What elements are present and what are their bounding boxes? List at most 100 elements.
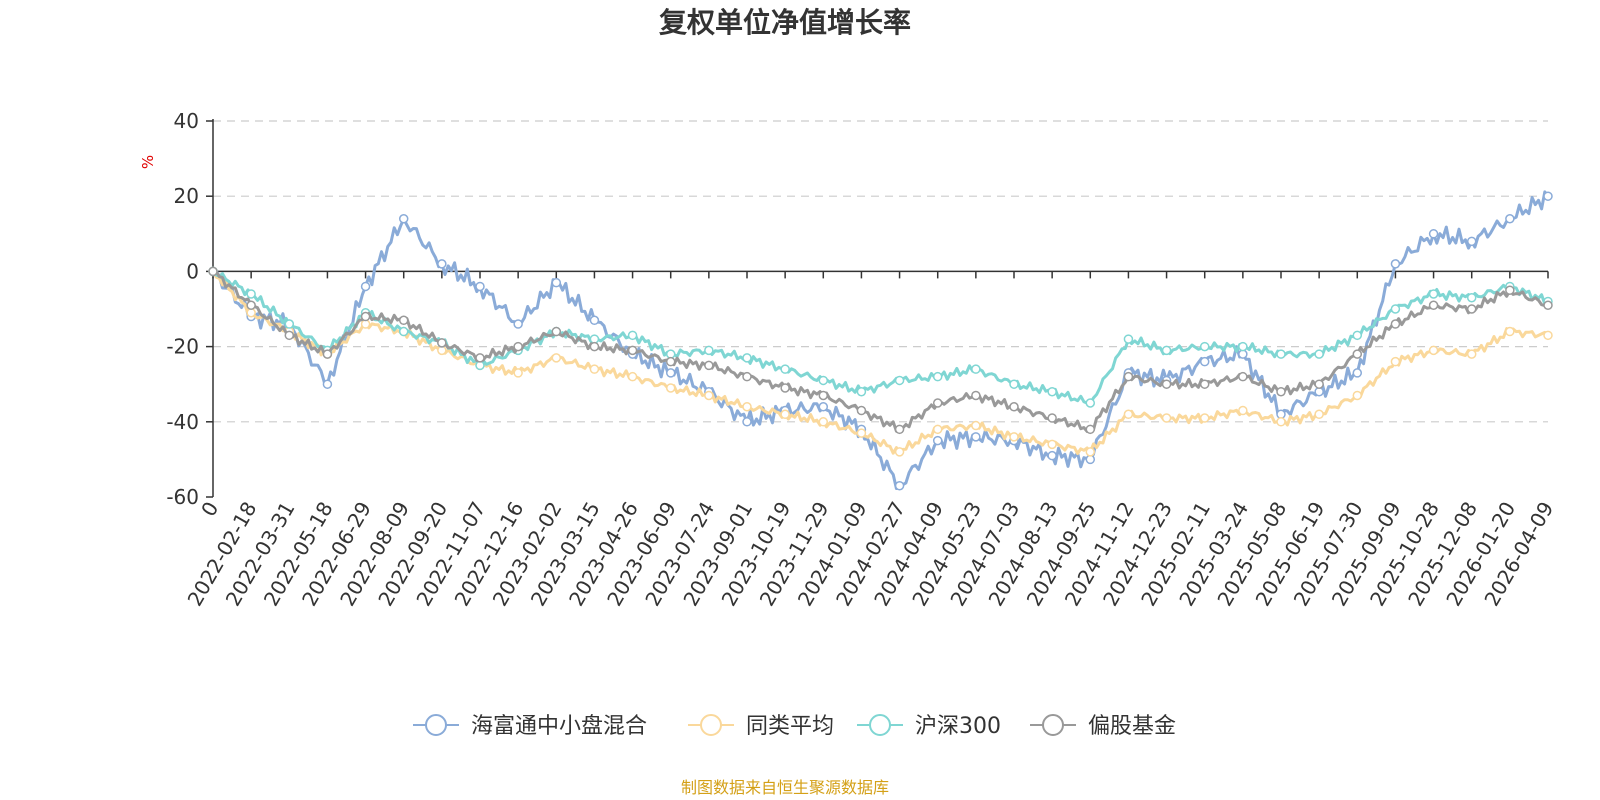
data-point (742, 417, 752, 427)
legend-item[interactable]: 同类平均 (688, 714, 834, 739)
legend[interactable]: 海富通中小盘混合 同类平均 沪深300 偏股基金 (413, 714, 1176, 739)
data-point (932, 435, 943, 446)
y-tick-label: 40 (174, 109, 199, 133)
data-point (1276, 386, 1286, 397)
y-tick-label: -40 (166, 410, 199, 434)
data-point (1505, 326, 1515, 337)
data-point (1390, 356, 1401, 367)
data-point (894, 424, 905, 435)
data-point (1047, 439, 1057, 450)
data-point (971, 432, 981, 442)
data-point (1009, 432, 1019, 442)
data-point (1314, 379, 1324, 389)
data-point (1543, 191, 1553, 201)
data-point (551, 326, 562, 337)
data-point (1047, 386, 1057, 397)
data-point (971, 364, 981, 374)
data-point (513, 319, 523, 329)
y-axis-unit: % (139, 155, 157, 169)
series-line (211, 269, 1550, 455)
legend-item[interactable]: 偏股基金 (1030, 714, 1176, 739)
data-point (513, 341, 523, 352)
data-point (1161, 345, 1172, 356)
data-point (1238, 341, 1248, 352)
data-point (1047, 413, 1057, 423)
data-point (1123, 334, 1134, 344)
legend-circle-icon (869, 714, 891, 736)
y-tick-label: 0 (186, 259, 199, 283)
data-point (894, 375, 905, 386)
data-point (665, 383, 676, 393)
data-point (1161, 413, 1172, 423)
data-point (284, 330, 295, 341)
data-point (246, 289, 256, 299)
data-point (780, 364, 790, 374)
data-point (742, 353, 752, 363)
y-tick-label: -60 (166, 485, 199, 509)
series-line (211, 190, 1550, 490)
data-point (742, 402, 752, 412)
data-point (437, 259, 447, 269)
data-point (1466, 304, 1477, 314)
y-tick-label: -20 (166, 335, 199, 359)
legend-label: 偏股基金 (1088, 714, 1176, 739)
series-3 (208, 266, 1553, 408)
data-point (1390, 319, 1401, 329)
data-point (398, 315, 409, 326)
data-point (1009, 379, 1019, 389)
data-point (1543, 330, 1553, 341)
data-point (551, 277, 562, 288)
legend-label: 同类平均 (746, 714, 834, 739)
data-point (704, 360, 714, 371)
data-point (932, 371, 943, 382)
data-point (1085, 398, 1096, 408)
data-point (1009, 402, 1019, 412)
data-point (1390, 304, 1401, 314)
data-point (1199, 356, 1210, 367)
data-point (742, 371, 752, 382)
data-point (818, 417, 829, 427)
data-point (1390, 259, 1401, 269)
legend-item[interactable]: 沪深300 (857, 714, 1001, 739)
data-point (1276, 417, 1286, 427)
data-point (322, 349, 333, 359)
data-point (1428, 229, 1439, 239)
data-point (1123, 371, 1134, 382)
data-point (1466, 236, 1477, 247)
data-point (475, 353, 485, 363)
data-point (1238, 371, 1248, 382)
data-point (589, 364, 600, 374)
data-point (1428, 345, 1439, 356)
data-point (398, 214, 409, 224)
series-4 (208, 266, 1553, 435)
data-point (1199, 413, 1210, 423)
data-point (589, 315, 600, 326)
legend-circle-icon (425, 714, 447, 736)
data-point (1199, 341, 1210, 352)
data-point (627, 345, 638, 356)
data-point (894, 480, 905, 491)
data-point (1352, 330, 1363, 341)
data-point (665, 368, 676, 378)
legend-circle-icon (700, 714, 722, 736)
data-point (856, 405, 867, 416)
data-point (818, 402, 829, 412)
data-point (1352, 368, 1363, 378)
data-point (856, 386, 867, 397)
data-point (246, 300, 256, 310)
data-point (437, 338, 447, 348)
data-point (818, 375, 829, 386)
data-point (780, 409, 790, 420)
data-point (208, 266, 218, 277)
series-line (211, 269, 1550, 433)
data-point (971, 420, 981, 431)
data-point (1123, 409, 1134, 420)
legend-item[interactable]: 海富通中小盘混合 (413, 714, 647, 739)
series-lines (208, 190, 1553, 491)
data-point (1466, 292, 1477, 303)
data-point (1314, 349, 1324, 359)
data-point (1505, 285, 1515, 295)
data-point (627, 330, 638, 341)
data-source-note: 制图数据来自恒生聚源数据库 (681, 778, 889, 797)
data-point (1085, 424, 1096, 435)
